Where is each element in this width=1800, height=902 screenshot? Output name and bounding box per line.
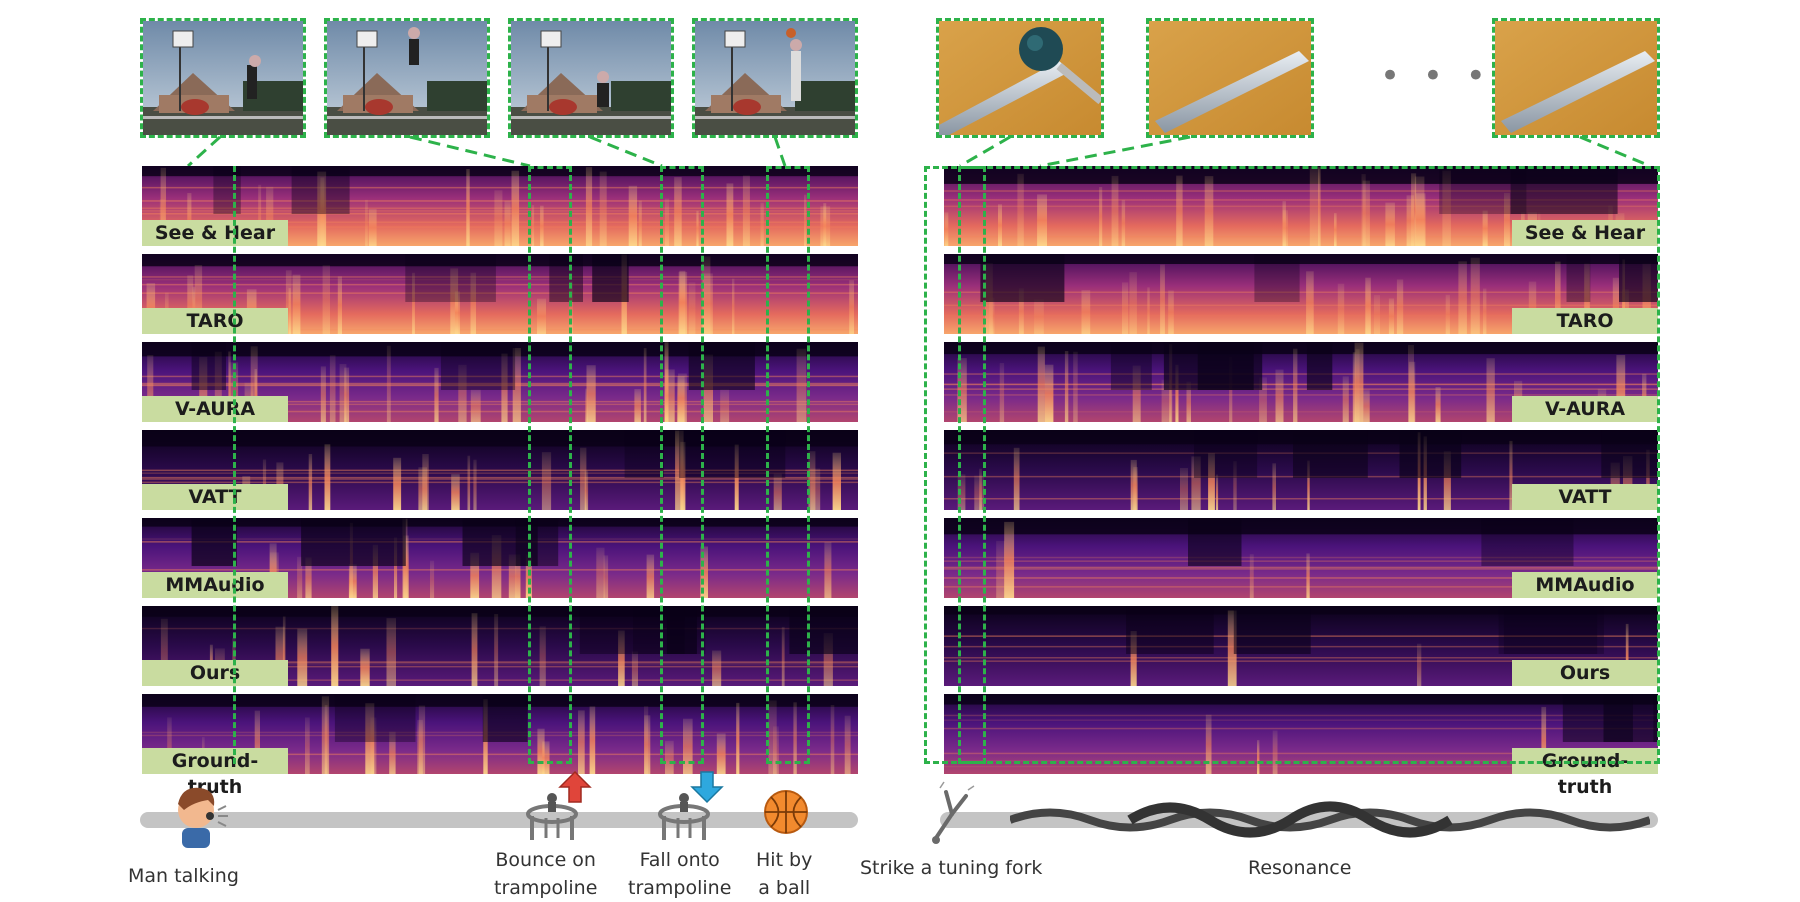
left-timeline-bar [140, 812, 858, 828]
method-label-vatt: VATT [1512, 484, 1658, 510]
method-label-vatt: VATT [142, 484, 288, 510]
method-label-ours: Ours [1512, 660, 1658, 686]
video-frame-3 [508, 18, 674, 138]
blue-down-arrow-icon [690, 771, 724, 804]
video-frame-6 [1146, 18, 1314, 138]
right-panel-highlight [924, 166, 1660, 764]
event-line-man-talking [233, 166, 236, 764]
caption-hit-line1: Hit by [756, 849, 813, 871]
video-frame-5 [936, 18, 1104, 138]
video-frame-2 [324, 18, 490, 138]
caption-bounce-line2: trampoline [494, 877, 598, 899]
spectrogram-ours [142, 606, 858, 686]
more-frames-ellipsis: • • • [1380, 56, 1492, 96]
caption-strike: Strike a tuning fork [860, 857, 1043, 879]
red-up-arrow-icon [558, 770, 592, 803]
spectrogram-ours [944, 606, 1658, 686]
trampoline-fall-icon [658, 793, 710, 840]
resonance-wave-icon [1010, 801, 1650, 838]
spectrogram-vatt [944, 430, 1658, 510]
caption-man-talking: Man talking [128, 865, 239, 887]
spectrogram-taro [142, 254, 858, 334]
caption-resonance: Resonance [1248, 857, 1352, 879]
caption-fall-line2: trampoline [628, 877, 732, 899]
tuning-fork-icon [932, 781, 975, 844]
event-box-hit [766, 166, 810, 764]
method-label-taro: TARO [142, 308, 288, 334]
video-frame-7 [1492, 18, 1660, 138]
method-label-ours: Ours [142, 660, 288, 686]
event-box-bounce [528, 166, 572, 764]
method-label-see-hear: See & Hear [1512, 220, 1658, 246]
method-label-mmaudio: MMAudio [142, 572, 288, 598]
event-box-fall [660, 166, 704, 764]
basketball-icon [764, 790, 808, 834]
method-label-mmaudio: MMAudio [1512, 572, 1658, 598]
caption-hit: Hit by a ball [756, 846, 812, 902]
trampoline-bounce-icon [526, 793, 578, 840]
method-label-taro: TARO [1512, 308, 1658, 334]
caption-fall-line1: Fall onto [639, 849, 720, 871]
method-label-ground-truth: Ground-truth [142, 748, 288, 798]
method-label-v-aura: V-AURA [142, 396, 288, 422]
caption-hit-line2: a ball [758, 877, 811, 899]
spectrogram-mmaudio [142, 518, 858, 598]
video-frame-1 [140, 18, 306, 138]
method-label-v-aura: V-AURA [1512, 396, 1658, 422]
spectrogram-v-aura [944, 342, 1658, 422]
caption-bounce-line1: Bounce on [495, 849, 596, 871]
man-talking-icon [178, 787, 228, 848]
event-box-strike [958, 166, 986, 764]
spectrogram-see-hear [944, 166, 1658, 246]
caption-bounce: Bounce on trampoline [494, 846, 597, 902]
method-label-see-hear: See & Hear [142, 220, 288, 246]
video-frame-4 [692, 18, 858, 138]
caption-fall: Fall onto trampoline [628, 846, 731, 902]
